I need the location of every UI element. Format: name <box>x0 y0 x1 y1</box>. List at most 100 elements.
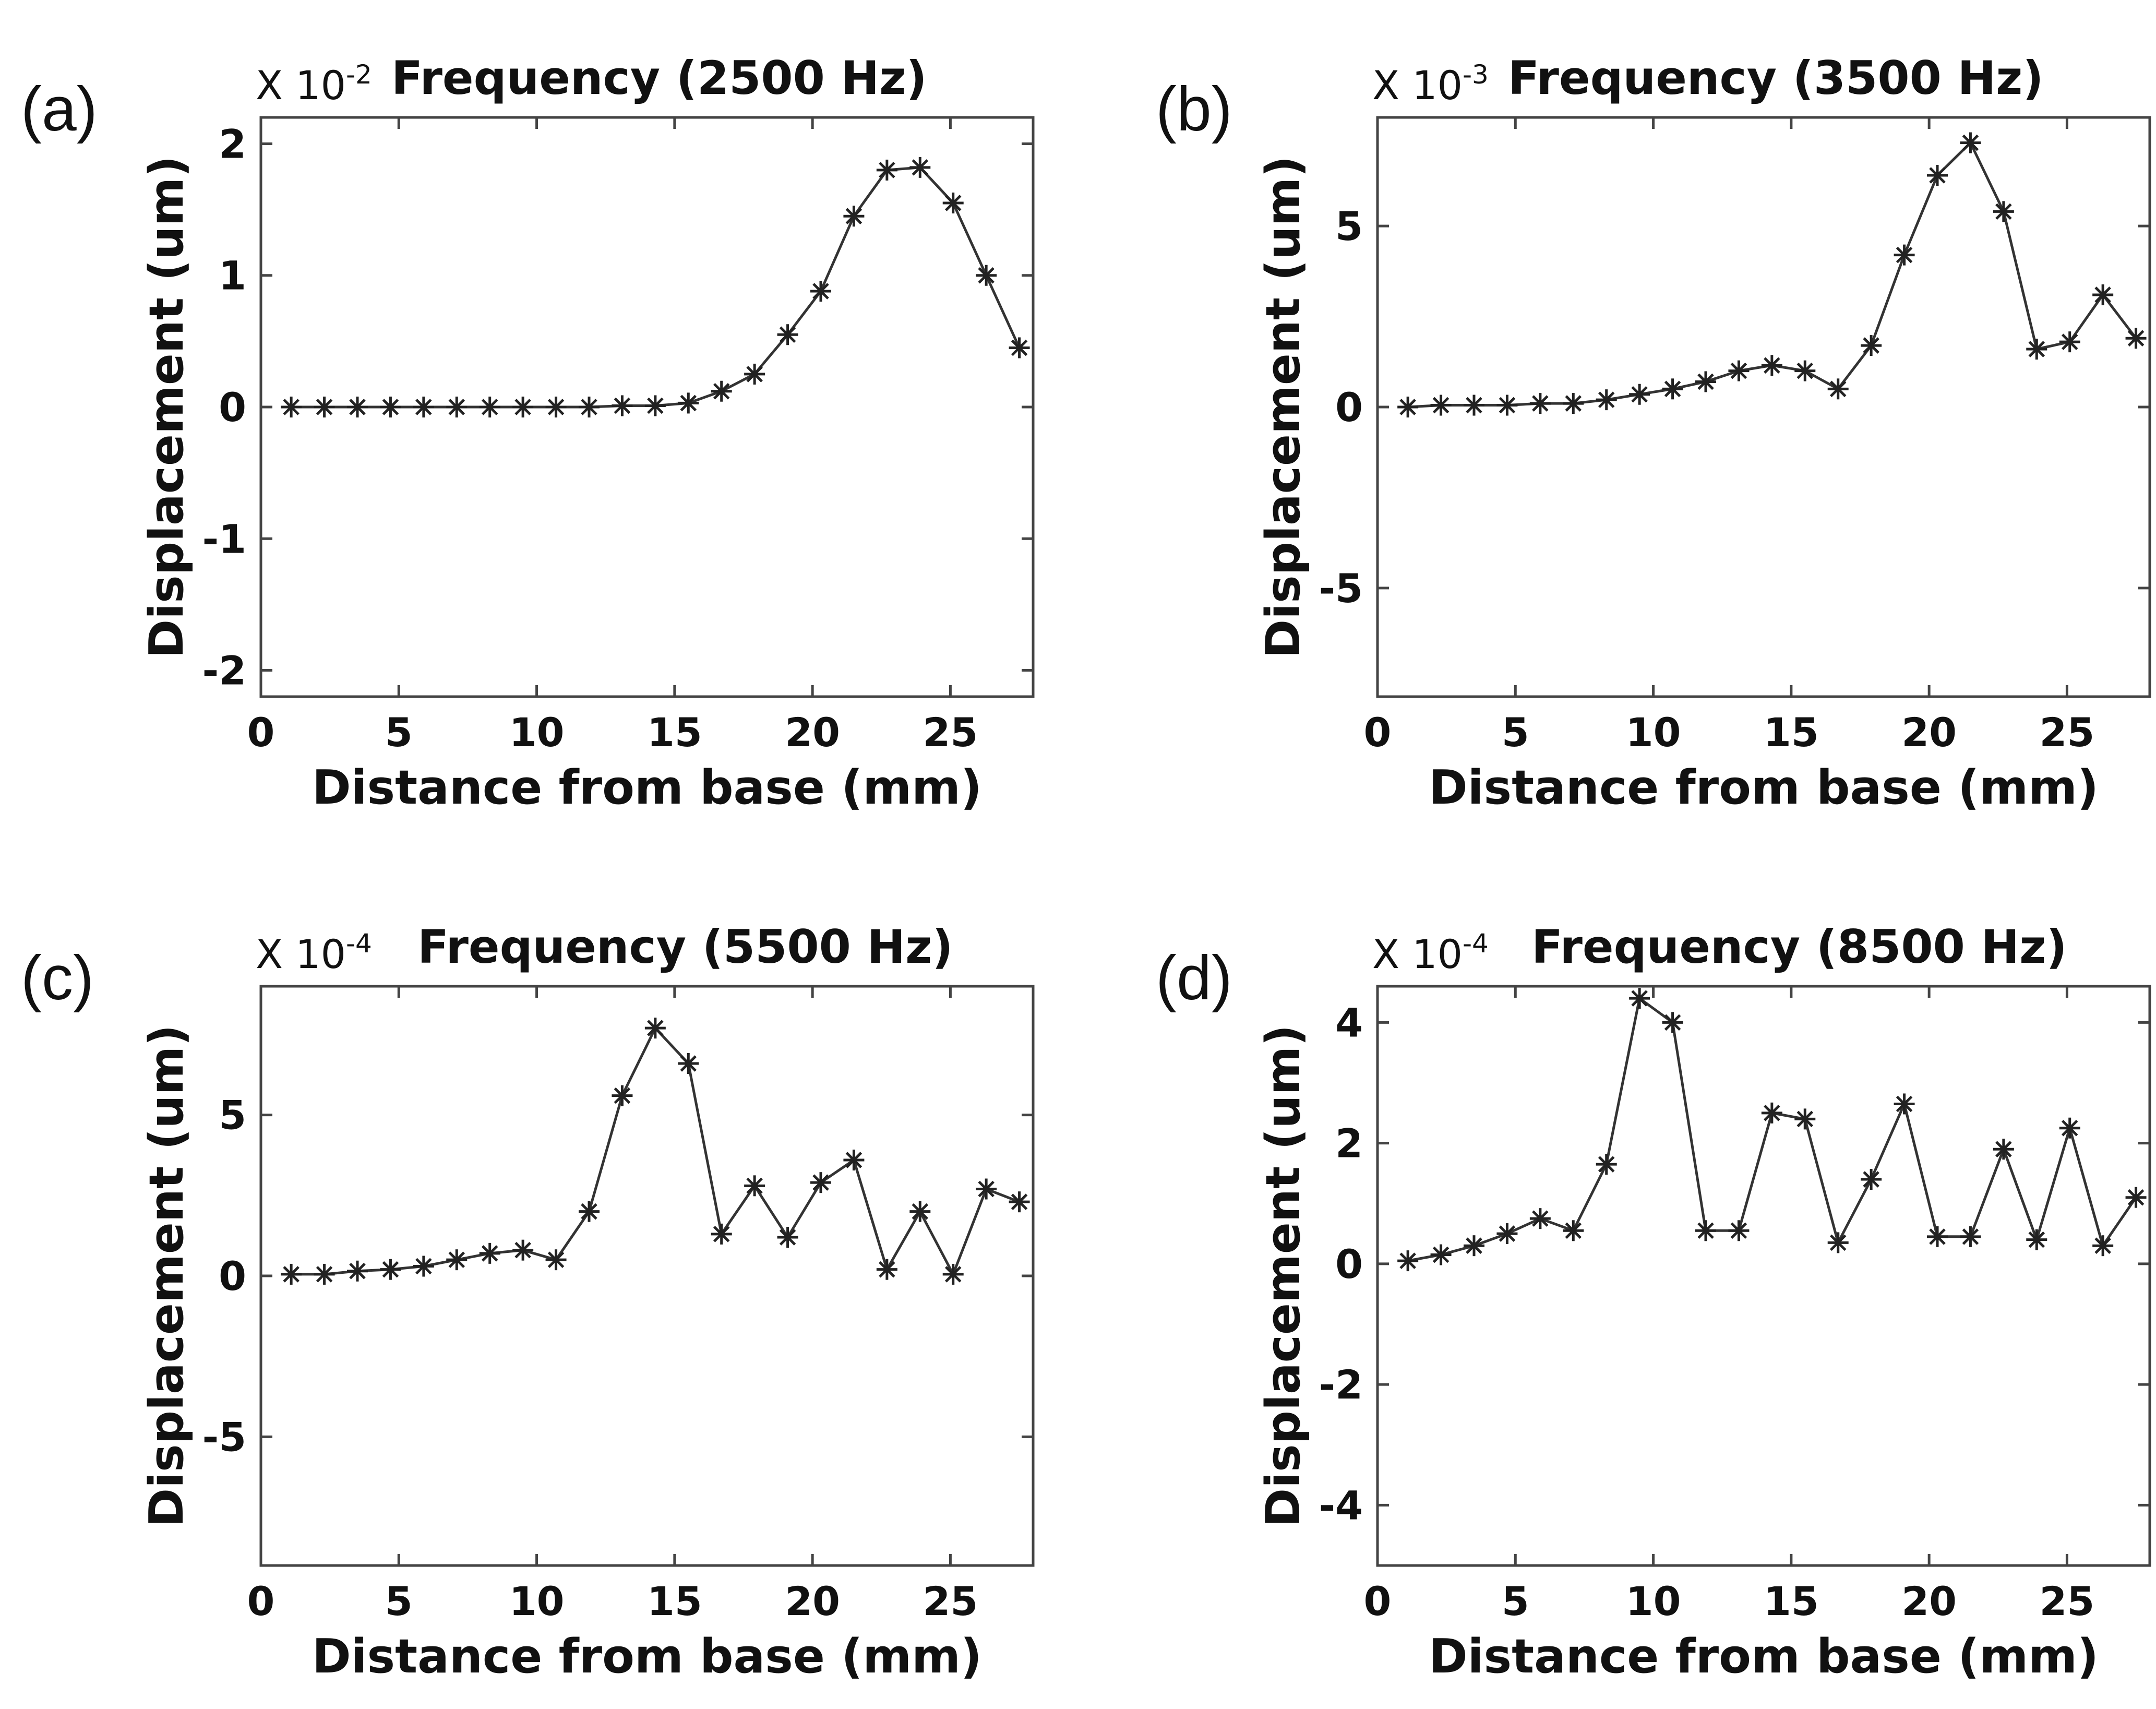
y-tick-label: -5 <box>202 1414 246 1460</box>
data-point <box>1960 132 1981 153</box>
data-point <box>512 397 534 417</box>
data-point <box>1794 360 1816 381</box>
x-tick-label: 10 <box>509 709 565 756</box>
x-tick-label: 20 <box>785 709 840 756</box>
y-tick-label: -2 <box>1319 1361 1363 1408</box>
data-point <box>1960 1226 1981 1247</box>
data-point <box>777 1227 798 1248</box>
data-point <box>942 192 964 213</box>
data-point <box>843 206 865 227</box>
plot-area <box>1376 116 2151 698</box>
x-tick-label: 15 <box>1764 1578 1819 1624</box>
axis-exponent: X 10-2 <box>256 59 372 109</box>
data-point <box>976 265 997 286</box>
chart-title: Frequency (8500 Hz) <box>1531 920 2067 974</box>
axis-exponent: X 10-3 <box>1372 59 1489 109</box>
data-point <box>909 1201 931 1222</box>
x-tick-label: 15 <box>647 709 702 756</box>
data-point <box>1861 1169 1882 1190</box>
data-point <box>1927 165 1948 186</box>
x-tick-label: 25 <box>923 1578 978 1624</box>
x-tick-label: 0 <box>247 1578 275 1624</box>
data-point <box>413 397 434 417</box>
data-point <box>380 1259 401 1280</box>
data-point <box>843 1150 865 1170</box>
x-tick-label: 10 <box>1626 1578 1681 1624</box>
data-point <box>1827 378 1849 400</box>
data-point <box>612 395 633 416</box>
data-point <box>1464 395 1484 416</box>
x-tick-label: 10 <box>509 1578 565 1624</box>
plot-area <box>1376 985 2151 1567</box>
y-tick-label: -5 <box>1319 565 1363 612</box>
y-tick-label: -2 <box>202 648 246 694</box>
data-point <box>347 1260 368 1282</box>
data-point <box>1563 393 1584 414</box>
chart-title: Frequency (2500 Hz) <box>391 51 927 105</box>
chart-panel-2: (b) X 10-3 Frequency (3500 Hz) 0 5 10 15 20 25 -5… <box>1156 51 2151 815</box>
data-point <box>2125 328 2147 349</box>
x-tick-label: 20 <box>1901 709 1957 756</box>
data-point <box>711 1223 732 1245</box>
data-point <box>876 1259 897 1280</box>
chart-panel-3: (c) X 10-4 Frequency (5500 Hz) 0 5 10 15 20 25 -5… <box>21 920 1035 1684</box>
data-point <box>1596 1154 1617 1175</box>
x-tick-label: 15 <box>1764 709 1819 756</box>
data-point <box>1397 397 1419 417</box>
data-point <box>711 380 732 402</box>
y-axis-label: Displacement (um) <box>139 156 194 659</box>
x-tick-label: 10 <box>1626 709 1681 756</box>
data-point <box>314 397 335 417</box>
y-tick-label: 0 <box>219 384 246 431</box>
x-axis-label: Distance from base (mm) <box>312 760 982 815</box>
data-point <box>1993 201 2014 222</box>
data-point <box>1009 1191 1030 1213</box>
data-point <box>744 363 765 385</box>
y-axis-label: Displacement (um) <box>1256 156 1311 659</box>
data-point <box>1662 1012 1683 1033</box>
x-axis-label: Distance from base (mm) <box>1429 1629 2099 1684</box>
data-point <box>1728 360 1750 381</box>
data-point <box>1894 1093 1915 1115</box>
data-point <box>1529 393 1551 414</box>
data-point <box>1993 1139 2014 1160</box>
data-point <box>678 392 699 414</box>
data-point <box>1662 378 1683 400</box>
y-tick-label: -1 <box>202 516 246 562</box>
data-point <box>2026 339 2047 360</box>
plot-area <box>259 985 1035 1567</box>
y-tick-label: 0 <box>219 1253 246 1299</box>
data-point <box>644 1018 666 1039</box>
y-tick-label: 2 <box>1335 1120 1363 1167</box>
x-axis-label: Distance from base (mm) <box>312 1629 982 1684</box>
x-tick-label: 15 <box>647 1578 702 1624</box>
data-point <box>2026 1229 2047 1250</box>
y-tick-label: 0 <box>1335 384 1363 431</box>
y-tick-label: -4 <box>1319 1482 1363 1528</box>
data-point <box>1464 1235 1484 1257</box>
data-point <box>314 1263 335 1285</box>
data-point <box>976 1178 997 1200</box>
x-tick-label: 5 <box>385 1578 413 1624</box>
data-point <box>2092 284 2114 305</box>
data-point <box>579 1201 600 1222</box>
data-point <box>942 1263 964 1285</box>
data-point <box>1695 371 1716 392</box>
y-axis-label: Displacement (um) <box>1256 1025 1311 1527</box>
data-point <box>1761 355 1782 376</box>
data-point <box>545 397 567 417</box>
x-tick-label: 20 <box>1901 1578 1957 1624</box>
x-tick-label: 0 <box>247 709 275 756</box>
data-point <box>810 1172 831 1193</box>
data-point <box>1761 1102 1782 1124</box>
data-point <box>413 1256 434 1277</box>
data-point <box>479 397 500 417</box>
chart-title: Frequency (5500 Hz) <box>417 920 953 974</box>
y-tick-label: 5 <box>1335 203 1363 249</box>
data-point <box>1496 1223 1518 1245</box>
data-point <box>1695 1220 1716 1241</box>
y-tick-label: 5 <box>219 1092 246 1139</box>
y-axis-label: Displacement (um) <box>139 1025 194 1527</box>
data-point <box>876 159 897 181</box>
data-point <box>2059 331 2080 353</box>
